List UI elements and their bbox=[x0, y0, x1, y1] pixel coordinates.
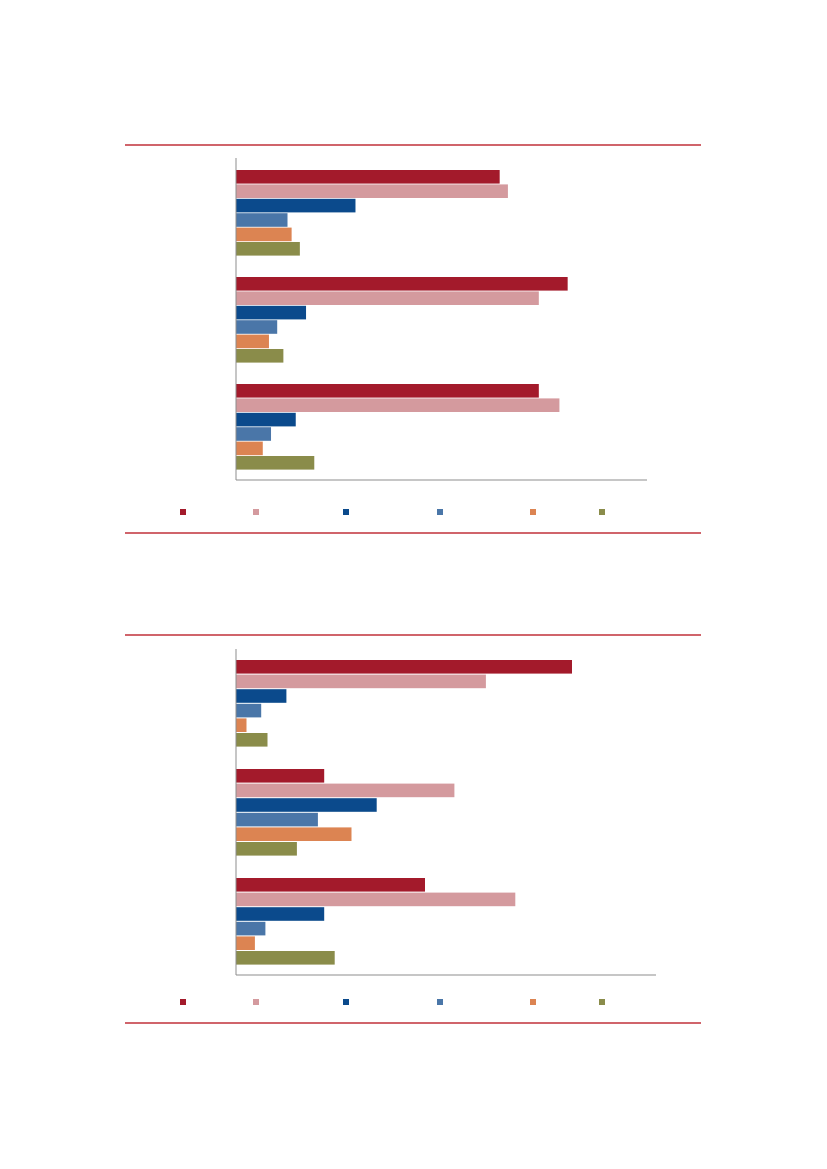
bar-series-1-group-1 bbox=[236, 170, 500, 184]
bar-series-5-group-1 bbox=[236, 227, 292, 242]
bar-series-3-group-2 bbox=[236, 305, 307, 320]
bar-series-4-group-3 bbox=[236, 921, 266, 936]
bar-series-2-group-2 bbox=[236, 783, 455, 798]
bar-series-2-group-1 bbox=[236, 184, 508, 198]
bar-series-6-group-2 bbox=[236, 842, 297, 856]
bar-series-3-group-1 bbox=[236, 198, 356, 213]
bar-series-3-group-3 bbox=[236, 907, 325, 921]
bar-series-4-group-1 bbox=[236, 703, 262, 718]
legend-swatch-4 bbox=[437, 999, 443, 1005]
legend-swatch-6 bbox=[599, 509, 605, 515]
bar-series-5-group-3 bbox=[236, 936, 255, 950]
bar-series-1-group-3 bbox=[236, 878, 425, 892]
legend-swatch-1 bbox=[180, 999, 186, 1005]
bar-series-2-group-1 bbox=[236, 674, 486, 689]
bar-series-4-group-3 bbox=[236, 427, 272, 441]
bar-series-2-group-2 bbox=[236, 291, 539, 305]
legend-swatch-4 bbox=[437, 509, 443, 515]
bar-series-5-group-2 bbox=[236, 334, 269, 349]
bar-series-6-group-3 bbox=[236, 951, 335, 965]
legend-swatch-2 bbox=[253, 999, 259, 1005]
legend-swatch-6 bbox=[599, 999, 605, 1005]
bar-series-3-group-2 bbox=[236, 798, 377, 812]
bar-series-4-group-1 bbox=[236, 213, 288, 227]
bar-series-6-group-1 bbox=[236, 242, 300, 256]
bar-series-4-group-2 bbox=[236, 320, 278, 334]
bar-series-2-group-3 bbox=[236, 398, 560, 412]
legend-swatch-1 bbox=[180, 509, 186, 515]
legend-swatch-5 bbox=[530, 509, 536, 515]
bar-series-4-group-2 bbox=[236, 812, 318, 827]
bar-series-6-group-2 bbox=[236, 349, 284, 363]
legend-swatch-3 bbox=[343, 999, 349, 1005]
bar-series-6-group-3 bbox=[236, 456, 315, 470]
bar-series-1-group-1 bbox=[236, 660, 572, 674]
bar-series-5-group-3 bbox=[236, 441, 263, 456]
bar-series-3-group-3 bbox=[236, 412, 296, 427]
legend-swatch-3 bbox=[343, 509, 349, 515]
bar-series-5-group-1 bbox=[236, 718, 247, 732]
bar-series-5-group-2 bbox=[236, 827, 352, 841]
bar-series-3-group-1 bbox=[236, 689, 287, 703]
chart-1 bbox=[125, 144, 701, 534]
bar-series-1-group-2 bbox=[236, 277, 568, 291]
bar-series-1-group-3 bbox=[236, 384, 539, 398]
legend-swatch-5 bbox=[530, 999, 536, 1005]
chart-2 bbox=[125, 634, 701, 1024]
bar-series-6-group-1 bbox=[236, 733, 268, 747]
bar-series-1-group-2 bbox=[236, 769, 325, 783]
bar-series-2-group-3 bbox=[236, 892, 516, 907]
legend-swatch-2 bbox=[253, 509, 259, 515]
